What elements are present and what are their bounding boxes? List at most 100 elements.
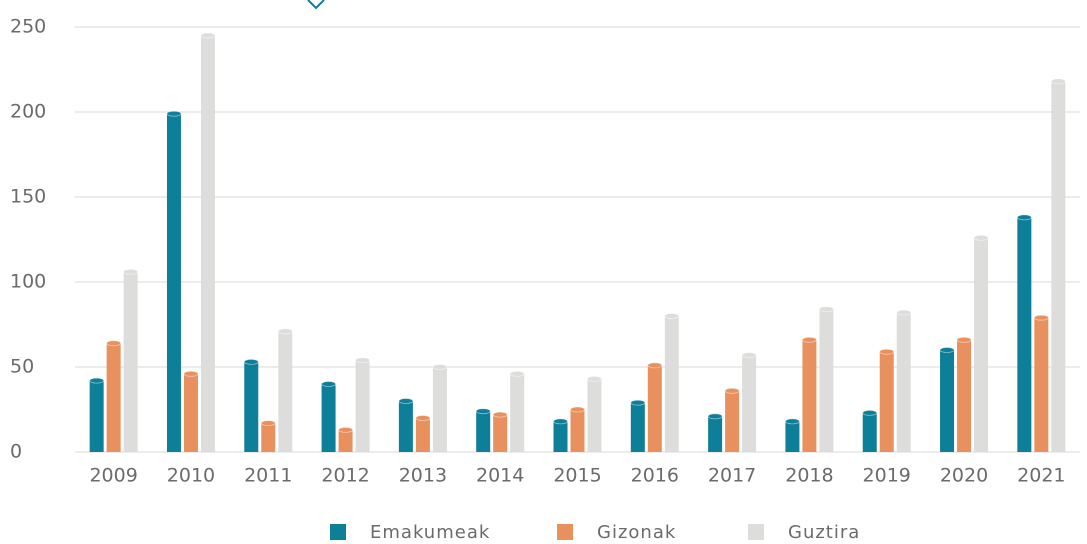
bar [785,421,800,452]
bar-cap [896,309,912,316]
bar [570,409,585,452]
bar [664,316,679,452]
bar-cap [200,32,216,39]
bar-cap [819,306,834,313]
bar-cap [415,415,431,421]
bar [725,390,740,452]
bar-cap [123,268,139,275]
bar-cap [707,413,723,420]
bar-cap [183,370,199,377]
bar-cap [243,358,259,365]
bar-cap [647,362,663,369]
bar-cap [106,340,122,347]
bar [123,271,138,452]
y-tick-label: 0 [10,441,22,463]
bar [355,360,370,452]
bar-cap [166,110,182,117]
bar-cap [570,406,585,413]
x-tick-label: 2016 [631,465,679,487]
bar-cap [553,418,568,425]
bar [244,361,259,452]
bar [493,414,508,452]
bar [166,113,181,452]
x-tick-label: 2018 [785,465,833,487]
bar-cap [1016,214,1032,221]
bar-cap [802,336,817,343]
bar-cap [398,398,414,404]
bar-cap [724,387,740,394]
bar-cap [338,426,353,433]
x-tick-label: 2013 [399,465,447,487]
bar [819,309,834,452]
bar [587,378,602,452]
legend-label: Gizonak [597,522,676,543]
bar [200,35,215,452]
y-tick-label: 100 [10,271,46,293]
bar [553,421,568,452]
bar-cap [664,313,680,319]
bar [1051,81,1066,453]
x-tick-label: 2020 [940,465,988,487]
x-tick-label: 2011 [244,465,292,487]
bar-cap [741,352,757,359]
bar [510,373,525,452]
bar [742,355,757,452]
bar-cap [1050,78,1066,85]
bar [415,418,430,452]
bar [879,351,894,452]
bar [630,402,645,452]
bar-cap [355,357,370,364]
bar [647,365,662,452]
bar-cap [321,381,336,387]
bar [940,350,955,452]
marker-icon [307,0,325,10]
bar [89,380,104,452]
bar [106,343,121,452]
bar-cap [862,409,878,416]
x-tick-label: 2017 [708,465,756,487]
bar [896,312,911,452]
bar [321,384,336,452]
x-tick-label: 2015 [553,465,601,487]
bar [708,416,723,452]
bar-cap [475,408,491,415]
x-tick-label: 2010 [167,465,215,487]
y-tick-label: 50 [10,356,34,378]
bar-cap [492,411,508,418]
bar-cap [630,399,646,406]
bar [862,412,877,452]
x-tick-label: 2009 [89,465,137,487]
bar-cap [879,348,895,355]
bar-cap [785,418,800,425]
bar-cap [432,364,448,370]
bar [957,339,972,452]
x-tick-label: 2014 [476,465,524,487]
bar [1017,217,1032,452]
legend-swatch [748,524,764,540]
bar-cap [973,234,989,241]
bar [476,411,491,452]
bar-cap [509,370,525,377]
legend-label: Guztira [788,522,860,543]
bar [398,401,413,452]
bar [278,331,293,452]
legend-label: Emakumeak [370,522,490,543]
bar-cap [1033,314,1049,321]
bar [183,373,198,452]
legend-swatch [557,524,573,540]
bar-cap [89,377,105,384]
legend-swatch [330,524,346,540]
y-tick-label: 250 [10,16,46,38]
x-tick-label: 2021 [1017,465,1065,487]
bar-cap [587,375,602,382]
y-tick-label: 150 [10,186,46,208]
bar [261,423,276,452]
bar-cap [260,420,276,427]
bar-cap [939,347,955,353]
legend: Emakumeak Gizonak Guztira [330,522,860,543]
bar [974,237,989,452]
x-tick-label: 2019 [863,465,911,487]
bar [338,429,353,452]
bar [432,367,447,452]
